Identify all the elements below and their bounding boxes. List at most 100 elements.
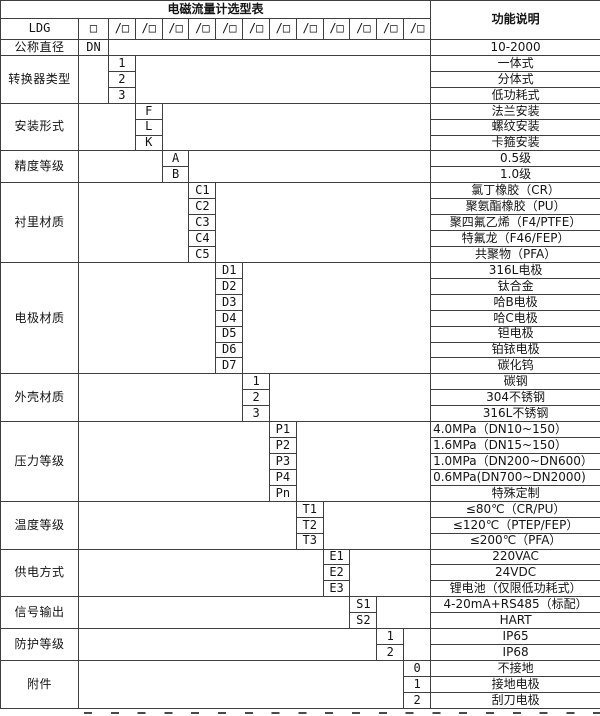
option-row-protection-class: 2 IP68	[1, 644, 600, 661]
option-desc-cell: 特殊定制	[430, 484, 600, 502]
empty-cell	[403, 628, 432, 661]
empty-cell	[107, 39, 432, 56]
empty-cell	[78, 500, 297, 550]
option-desc-cell: 共聚物（PFA）	[430, 245, 600, 263]
option-row-accessories: 附件 0 不接地	[0, 659, 600, 710]
empty-cell	[161, 102, 432, 152]
option-row-converter-type: 转换器类型 1 一体式	[0, 54, 600, 104]
option-code-cell: C2	[188, 198, 217, 216]
model-slot-box: /□	[242, 18, 270, 40]
option-desc-cell: 聚氨酯橡胶（PU）	[430, 198, 600, 216]
option-code-cell: D3	[215, 293, 244, 311]
diameter-row: 公称直径 DN 10-2000	[0, 39, 600, 56]
option-row-housing-material: 外壳材质 1 碳钢	[0, 373, 600, 423]
option-code-cell: D4	[215, 309, 244, 327]
model-slot-box: /□	[403, 18, 432, 40]
option-desc-cell: IP68	[430, 644, 600, 661]
empty-cell	[349, 548, 432, 598]
next-row-tick-marks	[0, 709, 600, 716]
option-desc-cell: 碳钢	[430, 373, 600, 391]
option-desc-cell: 卡箍安装	[430, 134, 600, 152]
option-desc-cell: 一体式	[430, 54, 600, 72]
option-desc-cell: 低功耗式	[430, 86, 600, 104]
option-desc-cell: 碳化钨	[430, 357, 600, 375]
empty-cell	[77, 628, 378, 661]
model-slot-box: /□	[349, 18, 378, 40]
option-code-cell: S1	[349, 596, 378, 614]
option-code-cell: K	[134, 134, 163, 152]
option-desc-cell: 0.5级	[430, 150, 600, 168]
group-label-pressure-rating: 压力等级	[0, 421, 79, 502]
empty-cell	[78, 150, 163, 184]
empty-cell	[77, 659, 405, 710]
option-code-cell: F	[134, 102, 163, 120]
model-slot-box: /□	[322, 18, 351, 40]
option-code-cell: E2	[322, 564, 351, 582]
option-desc-cell: 220VAC	[430, 548, 600, 566]
empty-cell	[242, 261, 432, 375]
page-title: 电磁流量计选型表	[0, 0, 432, 19]
option-code-cell: C3	[188, 214, 217, 232]
option-code-cell: P3	[268, 452, 297, 470]
option-row-converter-type: 3 低功耗式	[1, 86, 600, 104]
option-desc-cell: 锂电池（仅限低功耗式）	[430, 580, 600, 598]
option-row-electrode-material: D7 碳化钨	[1, 357, 600, 375]
option-code-cell: Pn	[268, 484, 297, 502]
option-row-electrode-material: 电极材质 D1 316L电极	[0, 261, 600, 375]
model-slot-box: /□	[108, 18, 136, 40]
option-code-cell: P1	[268, 421, 297, 439]
option-code-cell: 3	[242, 405, 270, 423]
option-desc-cell: 法兰安装	[430, 102, 600, 120]
option-desc-cell: 分体式	[430, 70, 600, 88]
option-row-lining-material: 衬里材质 C1 氯丁橡胶（CR）	[0, 182, 600, 263]
option-desc-cell: 特氟龙（F46/FEP）	[430, 230, 600, 247]
model-base-box: □	[78, 18, 109, 40]
option-desc-cell: 钽电极	[430, 325, 600, 343]
option-desc-cell: HART	[430, 612, 600, 630]
option-desc-cell: 304不锈钢	[430, 389, 600, 407]
empty-cell	[268, 373, 432, 423]
option-code-cell: D2	[215, 277, 244, 295]
option-code-cell: L	[134, 118, 163, 136]
option-desc-cell: IP65	[430, 628, 600, 646]
option-code-cell: E3	[322, 580, 351, 598]
option-desc-cell: 316L不锈钢	[430, 405, 600, 423]
title-row: 电磁流量计选型表 功能说明	[0, 0, 600, 40]
option-row-installation-form: 安装形式 F 法兰安装	[0, 102, 600, 152]
model-code-row: LDG □ /□/□/□/□/□/□/□/□/□/□/□/□	[0, 18, 600, 40]
option-code-cell: P4	[268, 468, 297, 486]
option-code-cell: 0	[403, 659, 432, 677]
group-label-temperature-rating: 温度等级	[0, 500, 79, 550]
option-desc-cell: 接地电极	[430, 675, 600, 693]
group-label-protection-class: 防护等级	[0, 628, 79, 661]
group-label-electrode-material: 电极材质	[0, 261, 79, 375]
option-code-cell: P2	[268, 437, 297, 454]
group-label-installation-form: 安装形式	[0, 102, 79, 152]
group-label-accessories: 附件	[0, 659, 79, 710]
empty-cell	[188, 150, 432, 184]
empty-cell	[295, 421, 432, 502]
option-row-temperature-rating: 温度等级 T1 ≤80℃（CR/PU）	[0, 500, 600, 550]
empty-cell	[322, 500, 432, 550]
option-row-housing-material: 2 304不锈钢	[1, 389, 600, 407]
group-label-power-supply: 供电方式	[0, 548, 79, 598]
option-row-lining-material: C3 聚四氟乙烯（F4/PTFE）	[1, 214, 600, 232]
option-desc-cell: 1.6MPa（DN15~150）	[430, 437, 600, 454]
option-desc-cell: 钛合金	[430, 277, 600, 295]
empty-cell	[78, 54, 109, 104]
group-label-converter-type: 转换器类型	[0, 54, 79, 104]
model-slot-box: /□	[215, 18, 244, 40]
option-code-cell: 2	[376, 644, 405, 661]
model-slot-box: /□	[268, 18, 297, 40]
diameter-desc-cell: 10-2000	[430, 39, 600, 56]
option-code-cell: B	[161, 166, 190, 184]
option-desc-cell: ≤200℃（PFA）	[430, 532, 600, 550]
option-code-cell: 2	[242, 389, 270, 407]
option-code-cell: 2	[403, 691, 432, 710]
option-row-protection-class: 防护等级 1 IP65	[0, 628, 600, 661]
empty-cell	[134, 54, 432, 104]
option-code-cell: C4	[188, 230, 217, 247]
option-code-cell: 1	[242, 373, 270, 391]
empty-cell	[78, 421, 270, 502]
